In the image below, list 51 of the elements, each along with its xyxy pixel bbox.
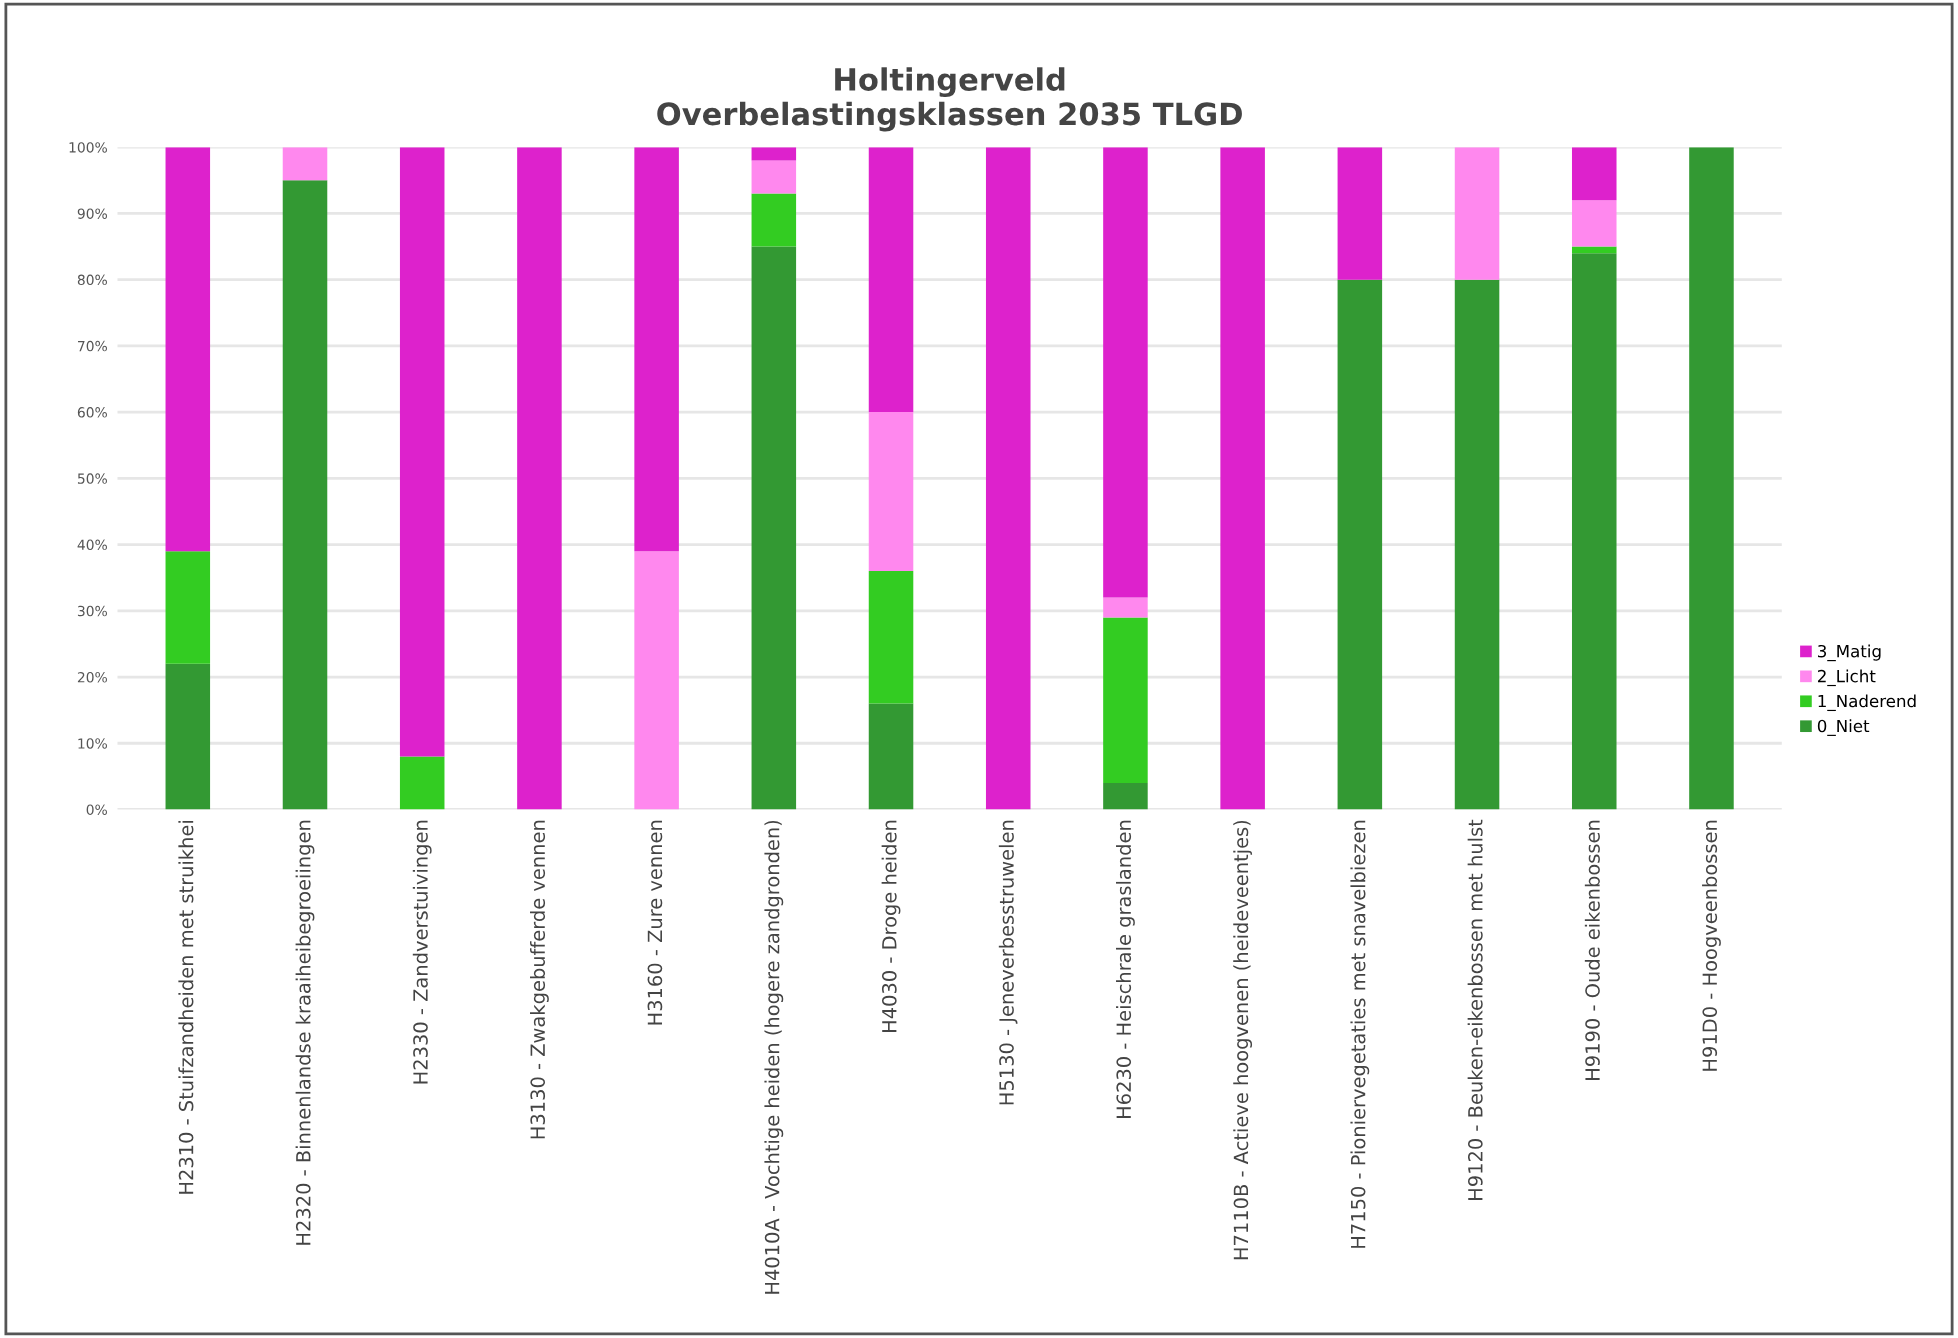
bar [751,160,797,194]
x-tick-label: H9190 - Oude eikenbossen [1584,820,1600,1080]
x-tick-label: H5130 - Jeneverbesstruwelen [998,820,1018,1105]
bar [1571,253,1617,810]
bar [868,571,914,704]
x-tick-label: H2310 - Stuifzandheiden met struikhei [178,821,194,1194]
x-tick-label: H3160 - Zure vennen [647,820,663,1025]
x-tick-label: H7110B - Actieve hoogvenen (heideveentjes) [1233,820,1253,1260]
bar [399,147,445,757]
bar [868,147,914,413]
legend-label: 3_Matig [1818,644,1881,662]
bar [1103,597,1148,618]
x-tick-label: H7150 - Pioniervegetaties met snavelbiezen [1350,820,1370,1248]
bar [1103,147,1148,598]
bar [751,193,797,247]
bar [868,703,914,810]
bar [1103,783,1148,810]
bar [399,756,445,810]
x-tick-label: H4030 - Droge heiden [881,820,901,1033]
bar [751,246,797,810]
bar [985,147,1031,810]
bar [1571,200,1617,247]
bar [1454,147,1500,280]
bar [634,551,679,810]
bar [868,412,914,572]
x-tick-label: H91D0 - Hoogveenbossen [1702,820,1721,1071]
bar [1571,147,1617,201]
x-tick-label: H2330 - Zandverstuivingen [412,820,432,1084]
bar [165,551,211,664]
bar [282,180,328,810]
bar [1103,617,1148,783]
bar [282,147,328,181]
legend-label: 0_Niet [1817,719,1870,736]
bar [1571,246,1617,254]
legend-label: 2_Licht [1817,669,1876,687]
x-tick-label: H9120 - Beuken-eikenbossen met hulst [1467,819,1483,1200]
x-tick-label: H4010A - Vochtige heiden (hogere zandgronden) [764,820,784,1294]
bar [517,147,562,810]
x-tick-label: H3130 - Zwakgebufferde vennen [530,820,549,1139]
bar [165,147,211,552]
bar [1454,279,1500,810]
bar [1220,147,1265,810]
x-tick-label: H2320 - Binnenlandse kraaiheibegroeiingen [295,820,315,1245]
bar [1689,147,1734,810]
legend-label: 1_Naderend [1818,694,1916,712]
bar [634,147,679,552]
chart-title: Holtingerveld Overbelastingsklassen 2035 TLGD [657,67,1242,132]
bar [1337,147,1383,280]
x-tick-label: H6230 - Heischrale graslanden [1116,820,1135,1119]
bar [1337,279,1383,810]
bar [165,663,211,810]
